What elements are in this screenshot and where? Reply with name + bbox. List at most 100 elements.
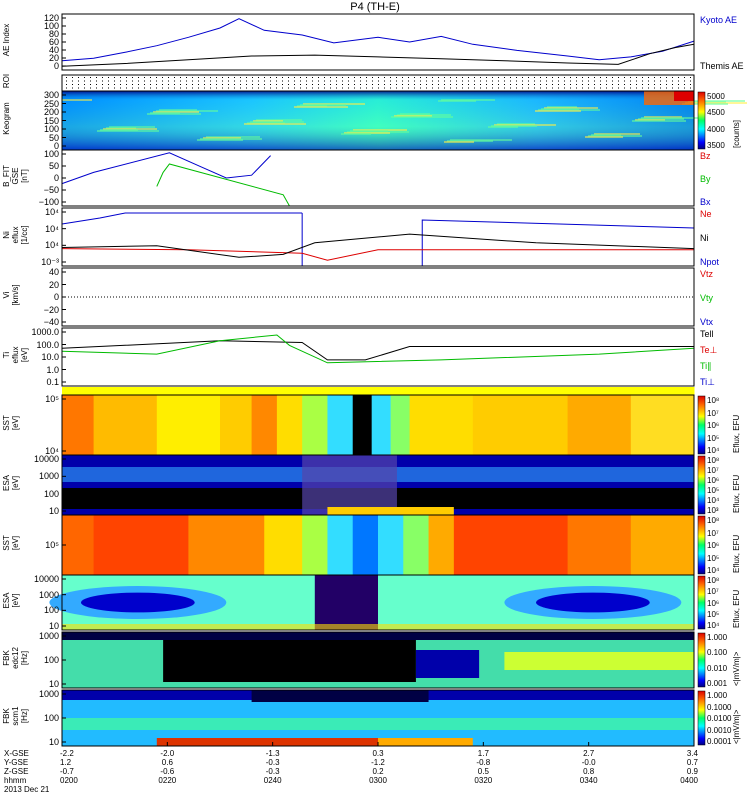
ti-tell [61,340,694,361]
roi-dot [198,77,199,78]
roi-dot [228,77,229,78]
roi-dot [390,80,391,82]
sst2-heatmap [62,515,695,575]
roi-dot [444,77,445,78]
roi-dot [162,80,163,82]
roi-dot [168,77,169,78]
fbk2-colorbar-label: <|mV/m|> [732,709,741,744]
fbk2-dark [251,690,429,702]
roi-dot [324,87,325,89]
roi-dot [630,84,631,85]
roi-dot [612,84,613,85]
roi-dot [546,77,547,78]
roi-dot [156,84,157,85]
roi-dot [522,77,523,78]
roi-dot [456,87,457,89]
roi-dot [186,84,187,85]
roi-dot [420,80,421,82]
roi-dot [468,87,469,89]
roi-dot [414,77,415,78]
roi-dot [102,84,103,85]
bfit-series-by [156,163,290,207]
sst2-band [302,515,328,575]
roi-dot [228,84,229,85]
roi-dot [114,80,115,82]
fbk2-colorbar-tick: 0.0001 [707,737,732,746]
roi-dot [606,77,607,78]
fbk2-ylabel: FBK scm1 [Hz] [2,688,29,744]
roi-dot [588,77,589,78]
keogram-ytick: 150 [43,115,59,126]
fbk1-top [62,632,694,640]
roi-dot [588,80,589,82]
roi-dot [474,77,475,78]
roi-dot [336,87,337,89]
keogram-streak [632,120,686,122]
xaxis-row-label: hhmm [4,776,27,785]
esa1-colorbar-tick: 10⁸ [707,456,720,465]
roi-dot [66,84,67,85]
roi-dot [264,84,265,85]
fbk1-ylabel-line: edc12 [11,647,20,669]
roi-dot [576,77,577,78]
sst2-ylabel-line: [eV] [11,535,20,551]
roi-dot [690,84,691,85]
roi-dot [570,84,571,85]
ni-frame [61,207,695,267]
vi-legend-1: Vty [700,293,714,303]
sst1-ylabel-line: SST [2,415,11,431]
roi-dot [624,80,625,82]
roi-dot [456,80,457,82]
roi-dot [450,87,451,89]
roi-dot [378,87,379,89]
keogram-ytick: 0 [53,141,59,151]
roi-dot [90,77,91,78]
roi-dot [624,77,625,78]
roi-dot [252,87,253,89]
roi-dot [588,87,589,89]
roi-dot [576,87,577,89]
roi-dot [498,84,499,85]
xaxis-value: 0220 [158,776,177,785]
roi-dot [408,87,409,89]
ae-series-kyoto-ae [61,18,695,62]
xaxis-value: -1.2 [371,758,385,767]
roi-dot [558,87,559,89]
roi-dot [150,84,151,85]
roi-dot [504,87,505,89]
fbk2-ylabel-line: scm1 [11,706,20,726]
roi-dot [552,87,553,89]
roi-dot [498,77,499,78]
bfit-ytick: 0 [53,173,59,183]
vi-ylabel: Vi [km/s] [2,266,20,324]
sst2-band [62,515,95,575]
roi-dot [534,77,535,78]
roi-dot [300,80,301,82]
roi-dot [120,77,121,78]
roi-dot [648,87,649,89]
keogram-streak [197,139,243,141]
xaxis-value: 0.9 [686,767,698,776]
roi-dot [348,87,349,89]
sst2-colorbar-tick: 10⁷ [707,528,719,538]
vi-ytick: 40 [48,267,59,277]
roi-dot [276,77,277,78]
roi-dot [684,87,685,89]
roi-dot [318,80,319,82]
sst2-colorbar-tick: 10⁵ [707,553,720,563]
xaxis-value: 0300 [369,776,387,785]
roi-dot [90,87,91,89]
roi-dot [150,77,151,78]
roi-dot [492,84,493,85]
roi-dot [228,80,229,82]
roi-dot [432,84,433,85]
roi-dot [402,84,403,85]
keogram-ytick: 100 [43,124,59,134]
roi-dot [66,80,67,82]
roi-dot [216,80,217,82]
sst1-ylabel: SST [eV] [2,393,20,453]
keogram-shade [62,91,694,150]
keogram-hotter [674,91,694,101]
roi-dot [102,77,103,78]
fbk2-ytick: 100 [43,713,59,723]
